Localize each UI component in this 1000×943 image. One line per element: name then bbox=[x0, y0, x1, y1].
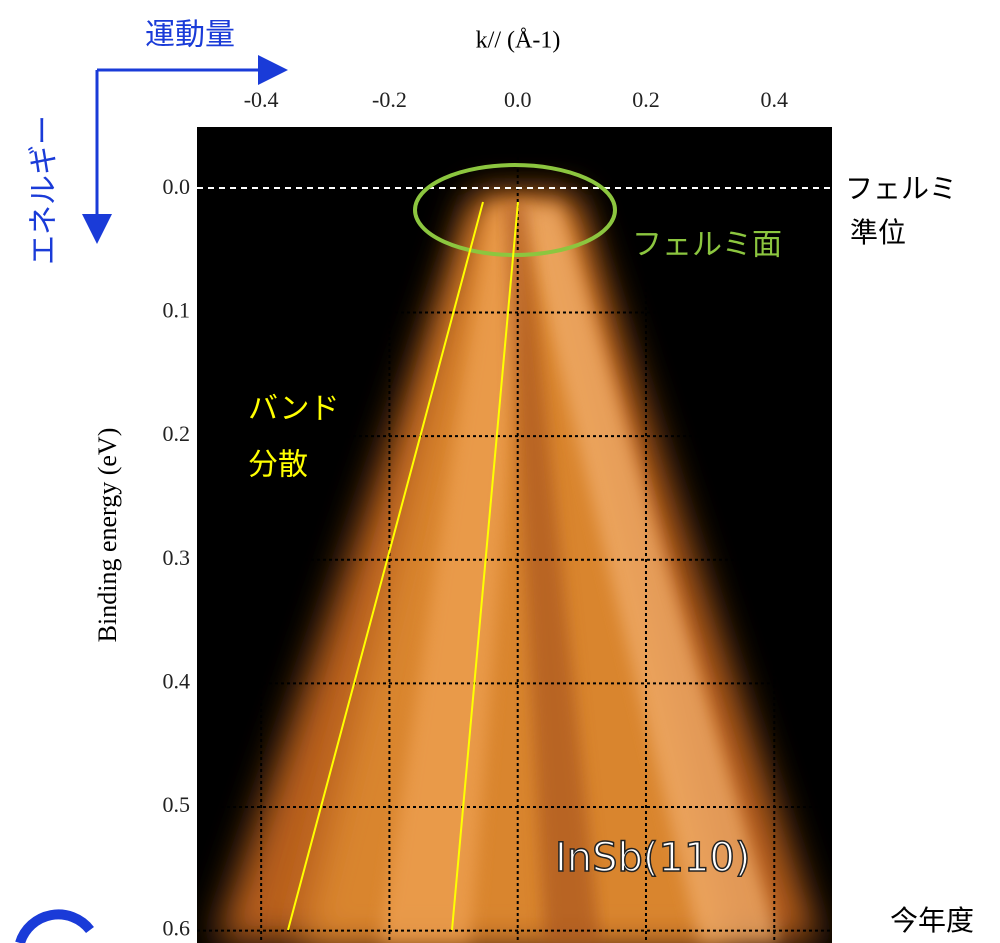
fermi-level-label: 準位 bbox=[850, 216, 906, 249]
x-axis-label: k// (Å-1) bbox=[476, 28, 561, 54]
caption-label: 今年度 bbox=[890, 904, 974, 937]
x-tick-label: -0.4 bbox=[244, 87, 279, 112]
energy-label: エネルギー bbox=[27, 115, 62, 265]
x-tick-label: 0.2 bbox=[632, 87, 660, 112]
x-tick-label: 0.0 bbox=[504, 87, 532, 112]
band-label: 分散 bbox=[248, 448, 308, 483]
chart: 運動量 エネルギー k// (Å-1) Binding energy (eV) … bbox=[0, 0, 1000, 943]
y-axis-label: Binding energy (eV) bbox=[93, 428, 122, 643]
y-tick-label: 0.3 bbox=[163, 545, 191, 570]
y-tick-label: 0.4 bbox=[163, 668, 191, 693]
fermi-surface-label: フェルミ面 bbox=[632, 228, 782, 263]
y-tick-label: 0.5 bbox=[163, 792, 191, 817]
y-tick-label: 0.2 bbox=[163, 421, 191, 446]
band-label: バンド bbox=[248, 392, 340, 427]
y-tick-label: 0.6 bbox=[163, 916, 191, 941]
x-tick-label: 0.4 bbox=[761, 87, 789, 112]
y-tick-label: 0.1 bbox=[163, 298, 191, 323]
logo bbox=[20, 914, 90, 943]
momentum-label: 運動量 bbox=[145, 18, 235, 53]
fermi-level-label: フェルミ bbox=[845, 172, 957, 205]
y-tick-label: 0.0 bbox=[163, 174, 191, 199]
sample-label: InSb(110) bbox=[555, 835, 751, 881]
x-tick-label: -0.2 bbox=[372, 87, 407, 112]
